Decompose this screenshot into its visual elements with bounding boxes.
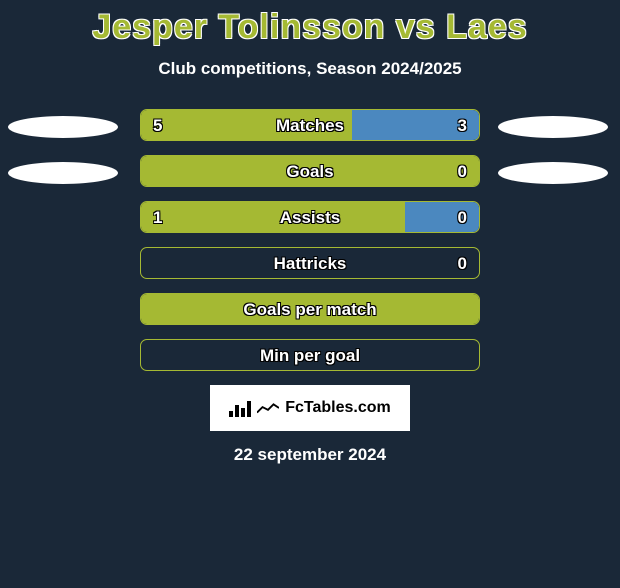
- brand-box: FcTables.com: [210, 385, 410, 431]
- bar-row: 0Goals: [0, 155, 620, 187]
- brand-bars-icon: [229, 399, 251, 417]
- bar-row: Goals per match: [0, 293, 620, 325]
- bar-track: Goals per match: [140, 293, 480, 325]
- bar-label: Assists: [141, 202, 479, 233]
- bar-track: 0Goals: [140, 155, 480, 187]
- bar-label: Min per goal: [141, 340, 479, 371]
- player-ellipse-left: [8, 162, 118, 184]
- subtitle: Club competitions, Season 2024/2025: [0, 59, 620, 79]
- bar-row: 53Matches: [0, 109, 620, 141]
- bar-row: 0Hattricks: [0, 247, 620, 279]
- bar-track: 53Matches: [140, 109, 480, 141]
- player-ellipse-right: [498, 162, 608, 184]
- bar-label: Goals per match: [141, 294, 479, 325]
- player-ellipse-right: [498, 116, 608, 138]
- bar-label: Goals: [141, 156, 479, 187]
- brand-line-icon: [257, 402, 279, 414]
- bar-track: 10Assists: [140, 201, 480, 233]
- page-title: Jesper Tolinsson vs Laes: [0, 8, 620, 47]
- date-text: 22 september 2024: [0, 445, 620, 465]
- bar-label: Hattricks: [141, 248, 479, 279]
- bar-label: Matches: [141, 110, 479, 141]
- bar-row: 10Assists: [0, 201, 620, 233]
- bar-track: 0Hattricks: [140, 247, 480, 279]
- player-ellipse-left: [8, 116, 118, 138]
- bar-track: Min per goal: [140, 339, 480, 371]
- brand-text: FcTables.com: [285, 399, 391, 417]
- comparison-bars: 53Matches 0Goals 10Assists 0Hattricks Goals …: [0, 109, 620, 371]
- bar-row: Min per goal: [0, 339, 620, 371]
